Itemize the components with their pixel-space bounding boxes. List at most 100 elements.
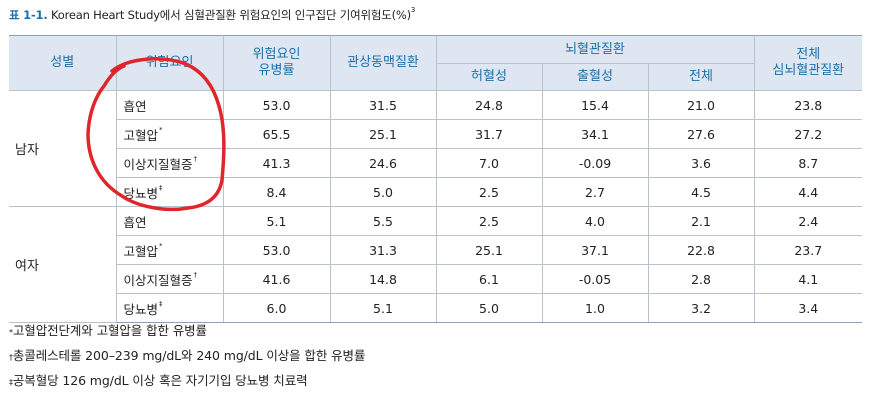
- table-row: 당뇨병‡ 6.0 5.1 5.0 1.0 3.2 3.4: [9, 293, 863, 323]
- table-row: 이상지질혈증† 41.6 14.8 6.1 -0.05 2.8 4.1: [9, 264, 863, 294]
- risk-factor-label: 이상지질혈증: [123, 156, 193, 172]
- value-cell: 22.8: [647, 235, 755, 265]
- value-cell: 31.3: [329, 235, 437, 265]
- value-cell: 3.2: [647, 293, 755, 323]
- value-cell: 5.5: [329, 206, 437, 236]
- footnote-mark: *: [159, 241, 163, 250]
- table-row: 여자 흡연 5.1 5.5 2.5 4.0 2.1 2.4: [9, 206, 863, 323]
- value-cell: 23.8: [753, 90, 863, 120]
- value-cell: 5.1: [222, 206, 331, 236]
- header-hemorrhagic: 출혈성: [541, 63, 649, 91]
- value-cell: 3.4: [753, 293, 863, 323]
- value-cell: 5.0: [329, 177, 437, 207]
- footnote-text: 공복혈당 126 mg/dL 이상 혹은 자기기입 당뇨병 치료력: [12, 373, 308, 388]
- risk-factor-label: 흡연: [123, 214, 147, 230]
- value-cell: 3.6: [647, 148, 755, 178]
- risk-factor-label: 당뇨병: [123, 185, 159, 201]
- value-cell: 1.0: [541, 293, 649, 323]
- value-cell: 41.6: [222, 264, 331, 294]
- footnote-symbol: *: [9, 328, 13, 337]
- risk-factor-label: 이상지질혈증: [123, 272, 193, 288]
- table-row: 이상지질혈증† 41.3 24.6 7.0 -0.09 3.6 8.7: [9, 148, 863, 178]
- value-cell: -0.09: [541, 148, 649, 178]
- sex-cell-female: 여자: [9, 206, 117, 323]
- value-cell: 8.4: [222, 177, 331, 207]
- value-cell: 24.6: [329, 148, 437, 178]
- header-prevalence-text: 위험요인 유병률: [252, 47, 301, 78]
- value-cell: 27.6: [647, 119, 755, 149]
- footnote-mark: †: [193, 154, 198, 163]
- value-cell: 6.0: [222, 293, 331, 323]
- risk-factor-cell: 이상지질혈증†: [116, 148, 224, 178]
- risk-factor-label: 고혈압: [123, 243, 159, 259]
- footnote-mark: *: [159, 125, 163, 134]
- value-cell: 25.1: [329, 119, 437, 149]
- value-cell: 6.1: [435, 264, 543, 294]
- value-cell: 2.5: [435, 177, 543, 207]
- table-label: 표 1-1.: [9, 8, 48, 22]
- risk-factor-label: 당뇨병: [123, 301, 159, 317]
- risk-factor-cell: 고혈압*: [116, 235, 224, 265]
- value-cell: 24.8: [435, 90, 543, 120]
- risk-factor-cell: 당뇨병‡: [116, 293, 224, 323]
- value-cell: 14.8: [329, 264, 437, 294]
- value-cell: 5.0: [435, 293, 543, 323]
- table-row: 당뇨병‡ 8.4 5.0 2.5 2.7 4.5 4.4: [9, 177, 863, 207]
- footnote-mark: ‡: [159, 299, 163, 308]
- table-row: 고혈압* 53.0 31.3 25.1 37.1 22.8 23.7: [9, 235, 863, 265]
- value-cell: 15.4: [541, 90, 649, 120]
- table-row: 고혈압* 65.5 25.1 31.7 34.1 27.6 27.2: [9, 119, 863, 149]
- value-cell: 23.7: [753, 235, 863, 265]
- value-cell: 31.7: [435, 119, 543, 149]
- header-ischemic: 허혈성: [436, 63, 543, 91]
- header-cerebrovascular: 뇌혈관질환: [435, 35, 755, 64]
- risk-factor-label: 고혈압: [123, 127, 159, 143]
- footnote-symbol: ‡: [9, 378, 13, 387]
- value-cell: 4.0: [541, 206, 649, 236]
- table-caption: 표 1-1. Korean Heart Study에서 심혈관질환 위험요인의 …: [9, 6, 416, 23]
- risk-factor-table: 성별 위험요인 위험요인 유병률 관상동맥질환 뇌혈관질환 전체 심뇌혈관질환 …: [9, 35, 863, 323]
- header-total-cvd-text: 전체 심뇌혈관질환: [772, 47, 845, 78]
- value-cell: 4.5: [647, 177, 755, 207]
- header-cerebro-total: 전체: [647, 63, 755, 91]
- table-row: 남자 흡연 53.0 31.5 24.8 15.4 21.0 23.8: [9, 90, 863, 207]
- risk-factor-cell: 흡연: [115, 206, 224, 236]
- footnote-mark: †: [193, 270, 198, 279]
- header-prevalence: 위험요인 유병률: [222, 35, 331, 91]
- risk-factor-cell: 고혈압*: [116, 119, 224, 149]
- value-cell: 2.7: [541, 177, 649, 207]
- reference-superscript: 3: [410, 6, 416, 14]
- footnote: ‡공복혈당 126 mg/dL 이상 혹은 자기기입 당뇨병 치료력: [9, 368, 365, 393]
- risk-factor-cell: 이상지질혈증†: [116, 264, 224, 294]
- value-cell: 53.0: [222, 90, 331, 120]
- value-cell: 2.8: [647, 264, 755, 294]
- footnote-symbol: †: [9, 353, 13, 362]
- footnote: *고혈압전단계와 고혈압을 합한 유병률: [9, 318, 365, 343]
- header-coronary: 관상동맥질환: [329, 35, 437, 91]
- value-cell: -0.05: [541, 264, 649, 294]
- value-cell: 8.7: [753, 148, 863, 178]
- value-cell: 21.0: [647, 90, 755, 120]
- header-total-cvd: 전체 심뇌혈관질환: [753, 35, 863, 91]
- value-cell: 25.1: [435, 235, 543, 265]
- header-risk-factor: 위험요인: [115, 35, 224, 91]
- header-sex: 성별: [9, 35, 117, 91]
- value-cell: 27.2: [753, 119, 863, 149]
- table-title: Korean Heart Study에서 심혈관질환 위험요인의 인구집단 기여…: [47, 8, 411, 22]
- value-cell: 31.5: [329, 90, 437, 120]
- value-cell: 65.5: [222, 119, 331, 149]
- value-cell: 2.4: [753, 206, 863, 236]
- footnote-text: 고혈압전단계와 고혈압을 합한 유병률: [12, 323, 207, 338]
- value-cell: 7.0: [435, 148, 543, 178]
- sex-cell-male: 남자: [9, 90, 117, 207]
- value-cell: 53.0: [222, 235, 331, 265]
- footnote-text: 총콜레스테롤 200–239 mg/dL와 240 mg/dL 이상을 합한 유…: [12, 348, 366, 363]
- value-cell: 4.4: [753, 177, 863, 207]
- risk-factor-label: 흡연: [123, 98, 147, 114]
- risk-factor-cell: 당뇨병‡: [116, 177, 224, 207]
- footnote-mark: ‡: [159, 183, 163, 192]
- risk-factor-cell: 흡연: [115, 90, 224, 120]
- value-cell: 37.1: [541, 235, 649, 265]
- value-cell: 41.3: [222, 148, 331, 178]
- value-cell: 2.1: [647, 206, 755, 236]
